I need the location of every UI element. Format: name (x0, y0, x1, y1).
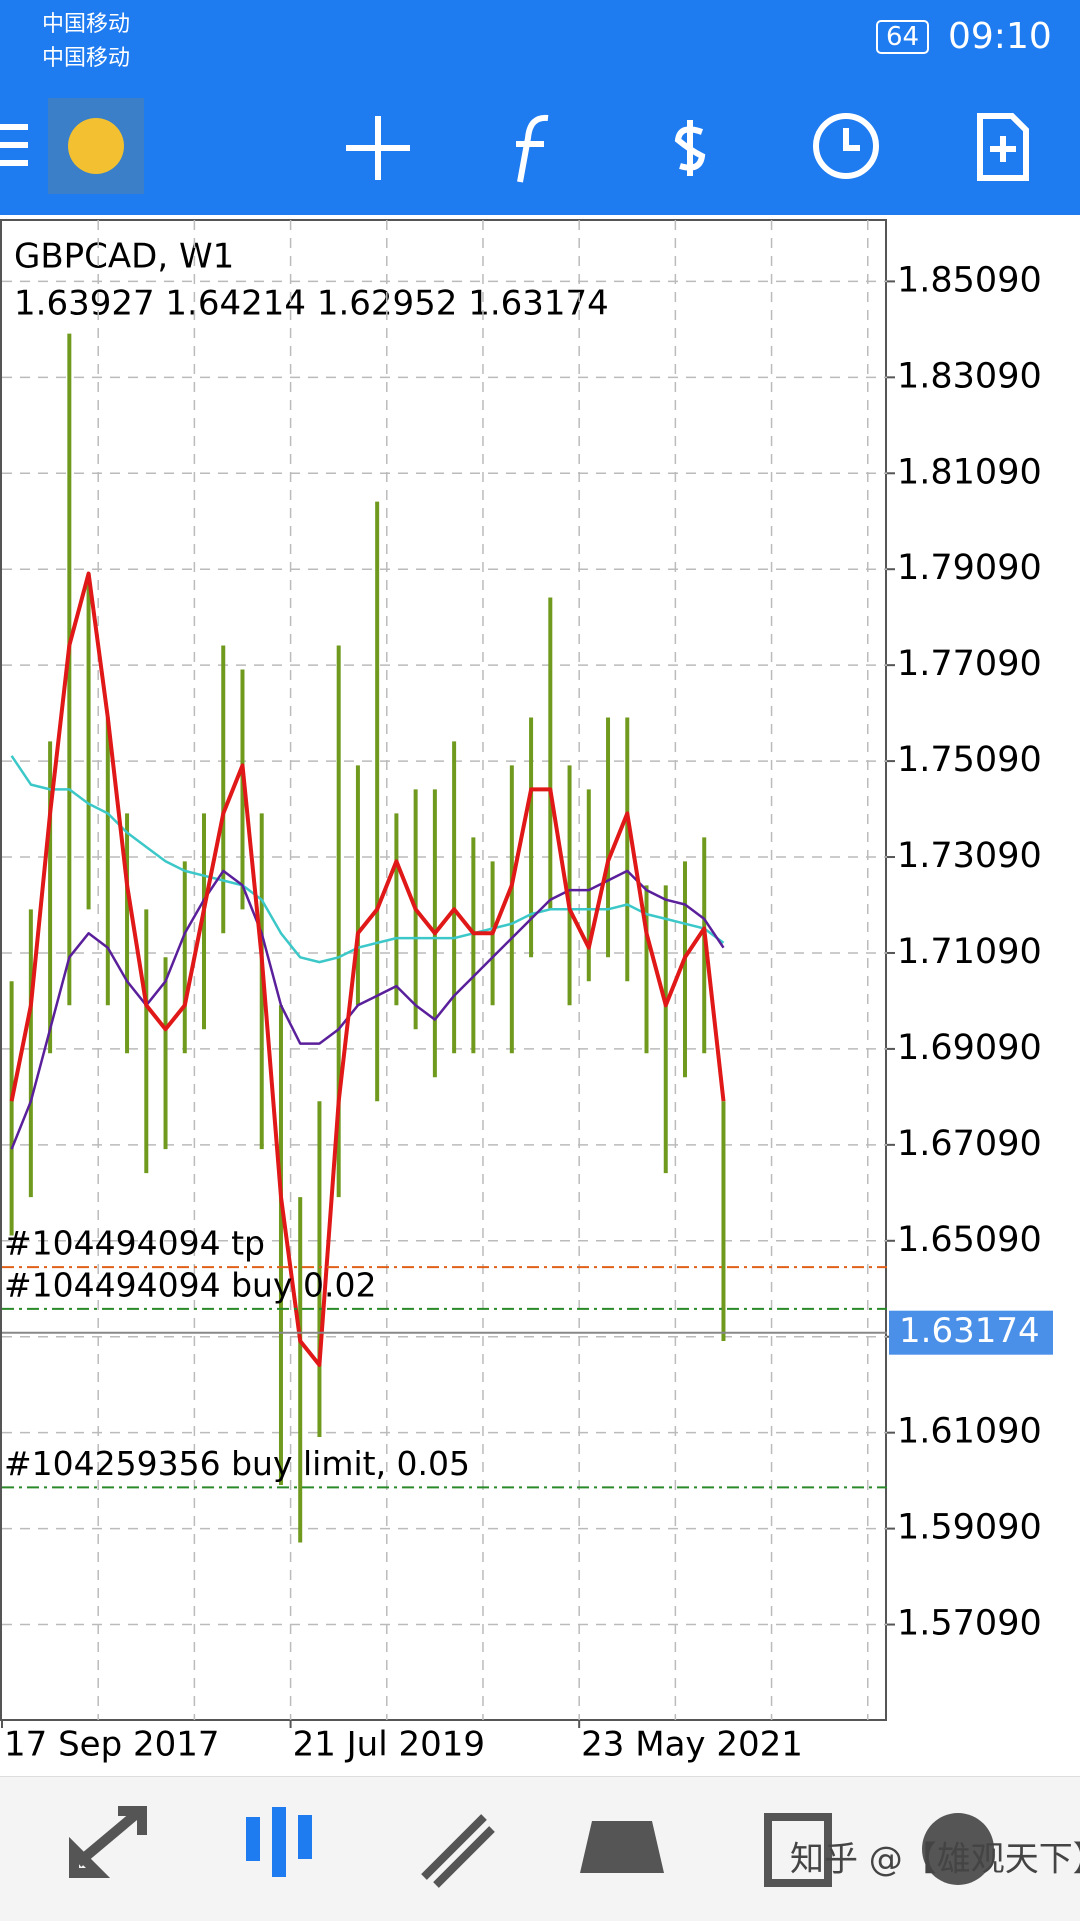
carrier: 中国移动 (42, 12, 131, 37)
y-tick-label: 1.67090 (897, 1124, 1042, 1164)
crosshair-icon[interactable] (346, 116, 410, 180)
news-tab[interactable] (764, 1813, 832, 1887)
chart-tab[interactable] (246, 1807, 312, 1877)
y-tick-label: 1.77090 (897, 644, 1042, 684)
order-label: #104259356 buy limit, 0.05 (4, 1444, 470, 1483)
y-tick-label: 1.83090 (897, 356, 1042, 396)
moving-average (10, 869, 725, 1150)
moving-average (9, 571, 726, 1367)
bottom-nav: 知乎 @【雄观天下】 (0, 1776, 1080, 1921)
y-tick-label: 1.73090 (897, 836, 1042, 876)
y-tick-label: 1.69090 (897, 1028, 1042, 1068)
toolbar (0, 90, 1080, 215)
y-tick-label: 1.57090 (897, 1604, 1042, 1644)
battery: 64 (876, 20, 930, 54)
status-bar: 中国移动 中国移动 64 09:10 (0, 0, 1080, 90)
order-label: #104494094 tp (4, 1224, 265, 1263)
x-tick-label: 17 Sep 2017 (4, 1725, 220, 1765)
x-tick-label: 23 May 2021 (581, 1725, 803, 1765)
quotes-tab[interactable] (69, 1806, 147, 1878)
new-order-icon[interactable] (977, 113, 1029, 181)
indicator-icon[interactable] (516, 114, 549, 183)
y-tick-label: 1.59090 (897, 1508, 1042, 1548)
y-tick-label: 1.65090 (897, 1220, 1042, 1260)
chart: GBPCAD, W1 1.63927 1.64214 1.62952 1.631… (0, 219, 1053, 1765)
watermark: 知乎 @【雄观天下】 (790, 1840, 1080, 1880)
current-price-box (889, 1310, 1053, 1355)
order-label: #104494094 buy 0.02 (4, 1265, 376, 1304)
y-tick-label: 1.81090 (897, 452, 1042, 492)
plot-frame (0, 219, 887, 1721)
logo-mark (68, 118, 124, 174)
history-icon[interactable] (813, 113, 879, 179)
current-price-label: 1.63174 (899, 1311, 1040, 1351)
clock: 09:10 (948, 16, 1052, 57)
y-tick-label: 1.85090 (897, 260, 1042, 300)
y-tick-label: 1.71090 (897, 932, 1042, 972)
toolbar-icons (0, 98, 1029, 194)
trade-icon[interactable] (674, 120, 706, 176)
nav-icons: 知乎 @【雄观天下】 (69, 1806, 1080, 1888)
quote: 1.63927 1.64214 1.62952 1.63174 (14, 284, 609, 324)
chart-title: GBPCAD, W1 (14, 237, 234, 277)
carrier: 中国移动 (42, 46, 131, 71)
trade-tab[interactable] (421, 1814, 495, 1888)
y-tick-label: 1.79090 (897, 548, 1042, 588)
history-tab[interactable] (580, 1821, 664, 1873)
menu-icon[interactable] (0, 124, 28, 166)
y-tick-label: 1.75090 (897, 740, 1042, 780)
x-tick-label: 21 Jul 2019 (293, 1725, 485, 1765)
settings-tab[interactable] (922, 1813, 994, 1885)
moving-average (10, 755, 725, 964)
y-tick-label: 1.61090 (897, 1412, 1042, 1452)
